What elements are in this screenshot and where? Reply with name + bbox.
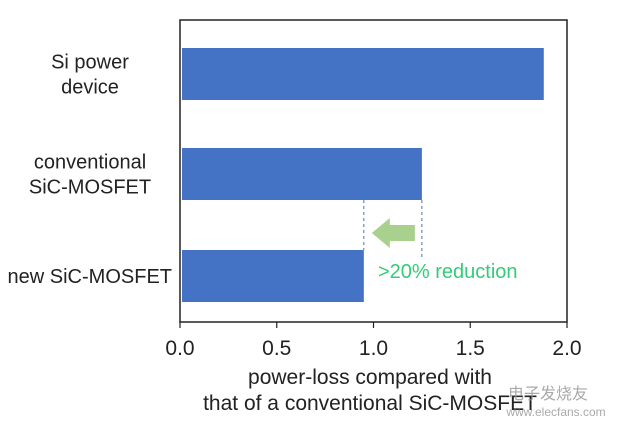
x-axis-label: power-loss compared with	[248, 366, 492, 389]
x-axis-label: that of a conventional SiC-MOSFET	[203, 392, 537, 415]
x-tick-label: 0.0	[165, 337, 194, 360]
x-tick-label: 1.5	[456, 337, 485, 360]
x-tick-label: 0.5	[262, 337, 291, 360]
category-label: new SiC-MOSFET	[8, 266, 172, 288]
bar	[182, 250, 364, 302]
reduction-arrow	[371, 218, 415, 248]
bar	[182, 148, 422, 200]
x-tick-label: 1.0	[359, 337, 388, 360]
watermark-url: www.elecfans.com	[505, 405, 605, 419]
category-label: conventional SiC-MOSFET	[29, 152, 151, 199]
category-label: Si power device	[51, 52, 129, 99]
reduction-annotation: >20% reduction	[378, 261, 518, 283]
x-tick-label: 2.0	[552, 337, 581, 360]
watermark-logo-text: 电子发烧友	[508, 385, 588, 403]
bar	[182, 48, 544, 100]
